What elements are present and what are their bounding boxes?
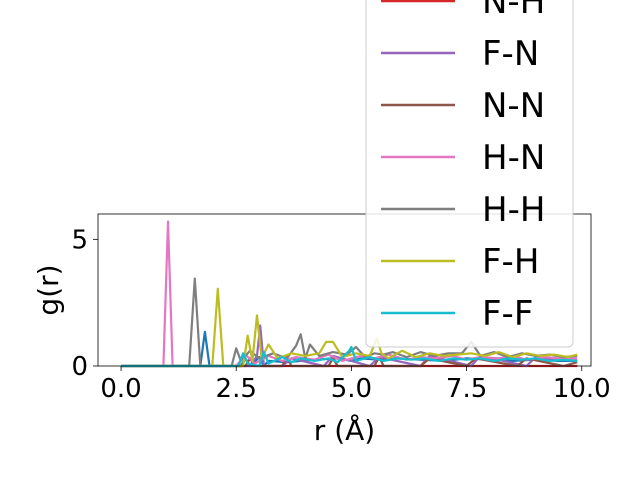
y-tick-label: 5 bbox=[71, 225, 88, 255]
legend-entry-h-h: H-H bbox=[381, 190, 545, 230]
legend-entry-f-f: F-F bbox=[381, 294, 533, 334]
legend-entry-n-h: N-H bbox=[381, 0, 545, 22]
x-tick-label: 2.5 bbox=[216, 374, 257, 404]
x-axis-label: r (Å) bbox=[314, 413, 375, 447]
legend-entry-h-n: H-N bbox=[381, 138, 545, 178]
legend-entry-n-n: N-N bbox=[381, 86, 545, 126]
y-tick-label: 0 bbox=[71, 352, 88, 382]
y-axis: 05 bbox=[71, 225, 98, 382]
series-line-f-f bbox=[121, 345, 578, 368]
x-tick-label: 10.0 bbox=[553, 374, 611, 404]
legend-label: F-F bbox=[482, 294, 533, 334]
x-tick-label: 7.5 bbox=[446, 374, 487, 404]
legend-label: F-N bbox=[482, 34, 539, 74]
x-tick-label: 5.0 bbox=[331, 374, 372, 404]
axes-frame bbox=[97, 213, 592, 367]
x-axis: 0.0 2.5 5.0 7.5 10.0 bbox=[100, 366, 611, 404]
legend-label: H-N bbox=[482, 138, 545, 178]
legend-label: N-H bbox=[482, 0, 545, 22]
legend-label: F-H bbox=[482, 242, 539, 282]
legend-label: H-H bbox=[482, 190, 545, 230]
legend-entry-f-h: F-H bbox=[381, 242, 539, 282]
series-line-f-h bbox=[121, 287, 578, 368]
legend-label: N-N bbox=[482, 86, 545, 126]
legend: N-H F-N N-N H-N H-H F-H F-F bbox=[365, 0, 574, 348]
legend-entry-f-n: F-N bbox=[381, 34, 539, 74]
x-tick-label: 0.0 bbox=[100, 374, 141, 404]
y-axis-label: g(r) bbox=[32, 264, 65, 315]
